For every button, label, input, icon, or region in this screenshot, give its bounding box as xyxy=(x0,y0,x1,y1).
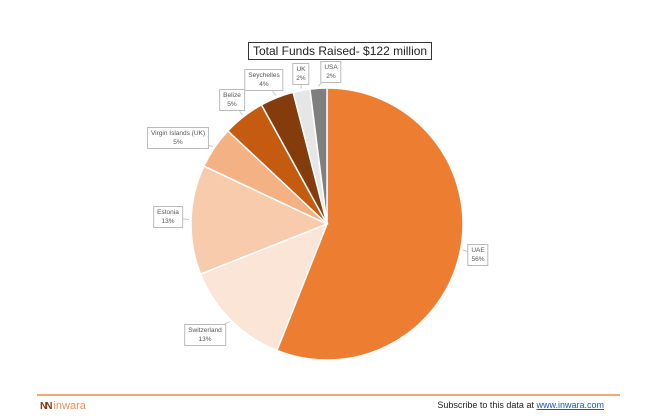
data-label-name: USA xyxy=(324,64,338,71)
pie-slice-usa xyxy=(309,87,328,225)
data-label: Switzerland 13% xyxy=(184,324,226,346)
data-label-name: Seychelles xyxy=(248,72,280,79)
data-label-name: UAE xyxy=(471,247,485,254)
inwara-logo: NN inwara xyxy=(40,400,86,412)
data-label-name: Estonia xyxy=(157,209,179,216)
data-label: USA 2% xyxy=(320,61,342,83)
data-label: Seychelles 4% xyxy=(244,69,284,91)
subscribe-text: Subscribe to this data at xyxy=(437,400,534,410)
data-label: UK 2% xyxy=(292,63,310,85)
data-label-value: 13% xyxy=(198,336,212,343)
pie-slice-switzerland xyxy=(199,222,329,352)
data-label-value: 2% xyxy=(296,75,306,82)
subscribe-note: Subscribe to this data at www.inwara.com xyxy=(437,400,604,410)
data-label-value: 2% xyxy=(326,73,336,80)
data-label-value: 4% xyxy=(259,81,269,88)
data-label-name: Switzerland xyxy=(188,327,222,334)
footer-divider xyxy=(37,394,620,396)
data-label-name: Belize xyxy=(223,92,241,99)
data-label: UAE 56% xyxy=(467,244,489,266)
data-label: Virgin Islands (UK) 5% xyxy=(146,127,210,149)
subscribe-link[interactable]: www.inwara.com xyxy=(536,400,604,410)
data-label-value: 13% xyxy=(161,218,175,225)
data-label-name: UK xyxy=(296,66,306,73)
data-label-value: 5% xyxy=(173,139,183,146)
pie-slice-estonia xyxy=(190,165,329,276)
chart-title: Total Funds Raised- $122 million xyxy=(248,42,433,60)
logo-icon: NN xyxy=(40,400,53,412)
logo-text: inwara xyxy=(53,400,86,412)
data-label-value: 56% xyxy=(471,256,485,263)
pie-slice-uae xyxy=(275,87,464,361)
data-label-value: 5% xyxy=(227,101,237,108)
data-label: Belize 5% xyxy=(219,89,245,111)
data-label: Estonia 13% xyxy=(153,206,183,228)
data-label-name: Virgin Islands (UK) xyxy=(150,130,206,137)
